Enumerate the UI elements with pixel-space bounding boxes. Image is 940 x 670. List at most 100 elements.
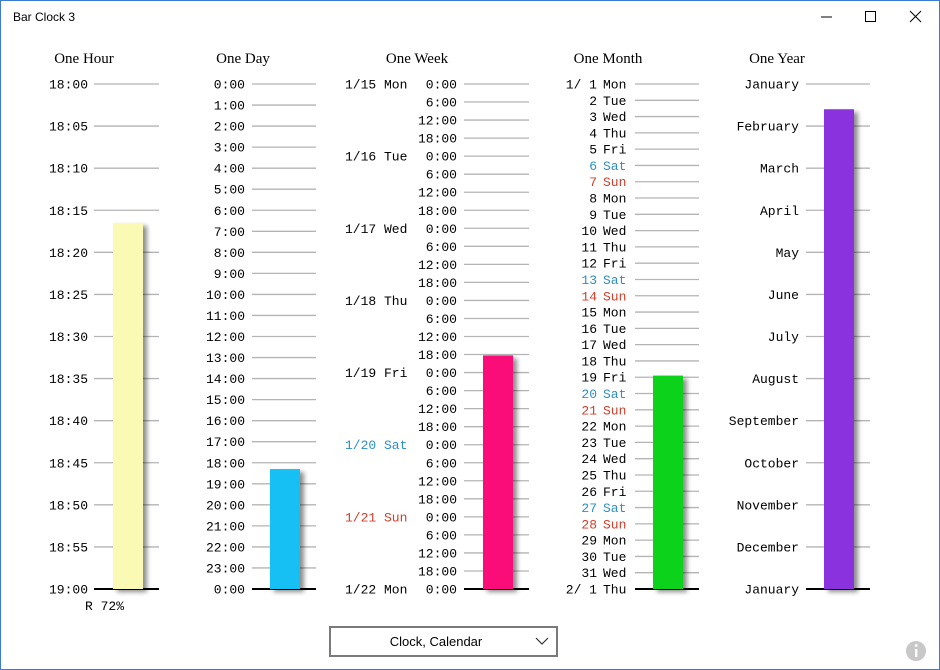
tick-label: 8:00 bbox=[214, 246, 245, 261]
time-label: 18:00 bbox=[418, 492, 457, 507]
tick-label: December bbox=[737, 540, 799, 555]
tick-label: 3:00 bbox=[214, 141, 245, 156]
date-label: 10 bbox=[581, 224, 597, 239]
tick-label: 18:45 bbox=[49, 456, 88, 471]
tick-label: 18:00 bbox=[49, 78, 88, 93]
tick-label: 18:20 bbox=[49, 246, 88, 261]
bar bbox=[483, 355, 513, 589]
day-label: Mon bbox=[603, 306, 626, 321]
time-label: 6:00 bbox=[426, 96, 457, 111]
info-button[interactable] bbox=[906, 641, 926, 661]
tick-label: January bbox=[744, 78, 799, 93]
time-label: 6:00 bbox=[426, 168, 457, 183]
day-label: Thu bbox=[603, 354, 626, 369]
date-label: 26 bbox=[581, 485, 597, 500]
tick-label: 18:30 bbox=[49, 330, 88, 345]
day-label: Wed bbox=[603, 338, 626, 353]
date-label: 1/18 Thu bbox=[345, 294, 407, 309]
day-label: Thu bbox=[603, 583, 626, 598]
tick-label: 9:00 bbox=[214, 267, 245, 282]
date-label: 7 bbox=[589, 175, 597, 190]
day-label: Fri bbox=[603, 143, 627, 158]
tick-label: 18:35 bbox=[49, 372, 88, 387]
minimize-button[interactable] bbox=[801, 3, 847, 31]
dropdown-text: Clock, Calendar bbox=[390, 634, 483, 649]
dropdown[interactable]: Clock, Calendar bbox=[329, 626, 558, 657]
tick-label: 18:10 bbox=[49, 162, 88, 177]
day-label: Fri bbox=[603, 485, 627, 500]
date-label: 30 bbox=[581, 550, 597, 565]
tick-label: 20:00 bbox=[206, 498, 245, 513]
date-label: 31 bbox=[581, 566, 597, 581]
date-label: 27 bbox=[581, 501, 597, 516]
day-label: Sat bbox=[603, 501, 626, 516]
time-label: 0:00 bbox=[426, 150, 457, 165]
day-label: Tue bbox=[603, 208, 626, 223]
date-label: 1/21 Sun bbox=[345, 510, 407, 525]
column-title: One Week bbox=[386, 51, 449, 67]
tick-label: 18:55 bbox=[49, 540, 88, 555]
day-label: Wed bbox=[603, 452, 626, 467]
time-label: 6:00 bbox=[426, 240, 457, 255]
date-label: 3 bbox=[589, 110, 597, 125]
close-button[interactable] bbox=[893, 3, 939, 31]
tick-label: April bbox=[760, 204, 799, 219]
day-label: Sun bbox=[603, 289, 626, 304]
day-label: Sun bbox=[603, 403, 626, 418]
day-label: Thu bbox=[603, 468, 626, 483]
date-label: 5 bbox=[589, 143, 597, 158]
time-label: 18:00 bbox=[418, 348, 457, 363]
day-label: Tue bbox=[603, 322, 626, 337]
date-label: 14 bbox=[581, 289, 597, 304]
date-label: 2/ 1 bbox=[566, 583, 597, 598]
day-label: Tue bbox=[603, 94, 626, 109]
date-label: 1/17 Wed bbox=[345, 222, 407, 237]
tick-label: 5:00 bbox=[214, 183, 245, 198]
bar bbox=[653, 375, 683, 589]
date-label: 11 bbox=[581, 240, 597, 255]
date-label: 13 bbox=[581, 273, 597, 288]
date-label: 25 bbox=[581, 468, 597, 483]
date-label: 1/ 1 bbox=[566, 78, 597, 93]
date-label: 24 bbox=[581, 452, 597, 467]
tick-label: 18:25 bbox=[49, 288, 88, 303]
tick-label: October bbox=[744, 456, 799, 471]
tick-label: 19:00 bbox=[49, 583, 88, 598]
tick-label: 1:00 bbox=[214, 99, 245, 114]
date-label: 6 bbox=[589, 159, 597, 174]
time-label: 12:00 bbox=[418, 402, 457, 417]
time-label: 18:00 bbox=[418, 564, 457, 579]
column-title: One Year bbox=[749, 51, 805, 67]
time-label: 0:00 bbox=[426, 294, 457, 309]
tick-label: June bbox=[768, 288, 799, 303]
day-label: Mon bbox=[603, 534, 626, 549]
status-text: R 72% bbox=[85, 599, 124, 614]
day-label: Sat bbox=[603, 159, 626, 174]
tick-label: 16:00 bbox=[206, 414, 245, 429]
day-label: Fri bbox=[603, 257, 627, 272]
date-label: 23 bbox=[581, 436, 597, 451]
date-label: 1/15 Mon bbox=[345, 78, 407, 93]
date-label: 8 bbox=[589, 192, 597, 207]
day-label: Wed bbox=[603, 224, 626, 239]
tick-label: 21:00 bbox=[206, 519, 245, 534]
tick-label: 0:00 bbox=[214, 78, 245, 93]
day-label: Wed bbox=[603, 110, 626, 125]
time-label: 18:00 bbox=[418, 420, 457, 435]
date-label: 17 bbox=[581, 338, 597, 353]
tick-label: 17:00 bbox=[206, 435, 245, 450]
tick-label: 18:50 bbox=[49, 498, 88, 513]
day-label: Fri bbox=[603, 371, 627, 386]
day-label: Sun bbox=[603, 517, 626, 532]
date-label: 29 bbox=[581, 534, 597, 549]
date-label: 19 bbox=[581, 371, 597, 386]
maximize-button[interactable] bbox=[847, 3, 893, 31]
tick-label: August bbox=[752, 372, 799, 387]
day-label: Tue bbox=[603, 436, 626, 451]
date-label: 2 bbox=[589, 94, 597, 109]
day-label: Mon bbox=[603, 192, 626, 207]
time-label: 18:00 bbox=[418, 204, 457, 219]
day-label: Sat bbox=[603, 387, 626, 402]
tick-label: 18:00 bbox=[206, 456, 245, 471]
column-title: One Hour bbox=[54, 51, 114, 67]
